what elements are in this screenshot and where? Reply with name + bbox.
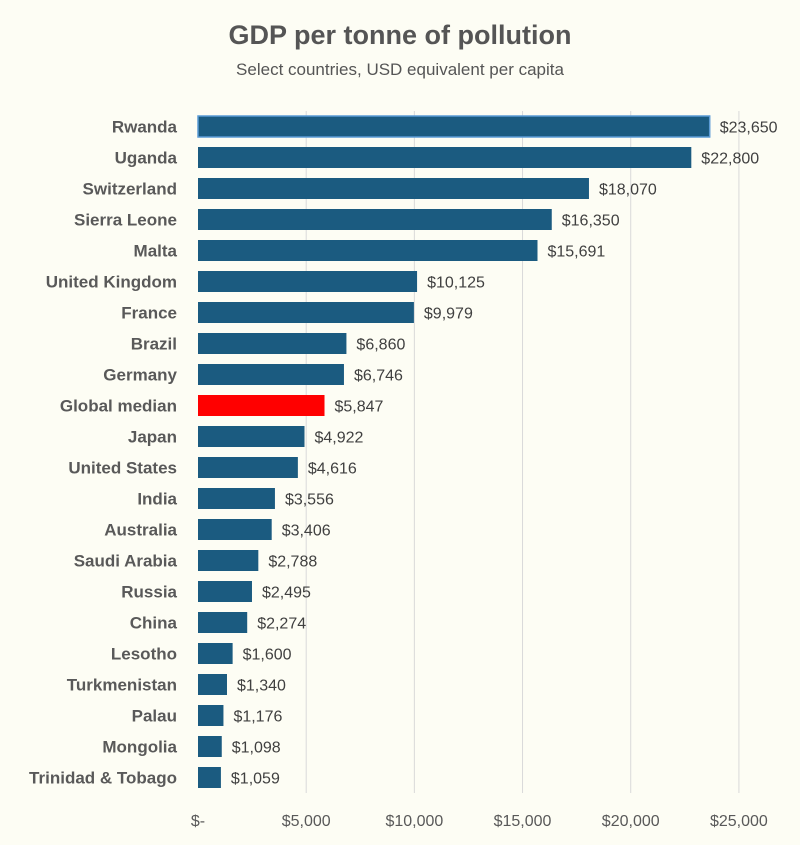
bar	[198, 364, 344, 385]
data-label: $2,274	[257, 616, 306, 633]
category-label: Russia	[121, 583, 177, 602]
data-label: $15,691	[547, 244, 605, 261]
data-label: $2,495	[262, 585, 311, 602]
x-tick-label: $10,000	[385, 813, 443, 830]
category-label: Rwanda	[112, 118, 178, 137]
category-label: Trinidad & Tobago	[29, 769, 177, 788]
bar	[198, 767, 221, 788]
bar	[198, 302, 414, 323]
bar	[198, 426, 305, 447]
category-label: China	[130, 614, 178, 633]
bar	[198, 178, 589, 199]
bar	[198, 581, 252, 602]
category-label: Switzerland	[83, 180, 177, 199]
bar	[198, 147, 692, 168]
data-label: $3,556	[285, 492, 334, 509]
category-label: United Kingdom	[46, 273, 177, 292]
bar	[198, 550, 259, 571]
chart-subtitle: Select countries, USD equivalent per cap…	[236, 60, 564, 79]
data-label: $1,176	[233, 709, 282, 726]
bar	[197, 115, 711, 138]
bar	[198, 271, 418, 292]
bar	[198, 736, 222, 757]
category-label: Turkmenistan	[67, 676, 177, 695]
category-label: Saudi Arabia	[74, 552, 178, 571]
bar	[198, 209, 552, 230]
data-label: $22,800	[701, 151, 759, 168]
bar	[198, 519, 272, 540]
data-label: $23,650	[720, 120, 778, 137]
data-label: $9,979	[424, 306, 473, 323]
x-tick-label: $5,000	[282, 813, 331, 830]
category-label: Australia	[104, 521, 177, 540]
chart-title: GDP per tonne of pollution	[228, 20, 572, 50]
bar-highlight	[198, 395, 325, 416]
data-label: $4,616	[308, 461, 357, 478]
bar	[198, 240, 538, 261]
bar	[198, 612, 248, 633]
bar	[198, 457, 298, 478]
bar	[198, 333, 347, 354]
category-label: Palau	[132, 707, 177, 726]
category-label: Mongolia	[102, 738, 177, 757]
bar	[198, 674, 227, 695]
category-label: Malta	[134, 242, 178, 261]
x-tick-label: $20,000	[602, 813, 660, 830]
data-label: $1,600	[243, 647, 292, 664]
data-label: $4,922	[314, 430, 363, 447]
category-label: France	[121, 304, 177, 323]
category-label: Brazil	[131, 335, 177, 354]
data-label: $1,340	[237, 678, 286, 695]
data-label: $16,350	[562, 213, 620, 230]
data-label: $6,860	[356, 337, 405, 354]
x-tick-label: $25,000	[710, 813, 768, 830]
bar	[198, 488, 275, 509]
category-label: United States	[68, 459, 177, 478]
data-label: $6,746	[354, 368, 403, 385]
category-label: Japan	[128, 428, 177, 447]
bar	[198, 643, 233, 664]
data-label: $1,098	[232, 740, 281, 757]
x-tick-label: $15,000	[494, 813, 552, 830]
data-label: $18,070	[599, 182, 657, 199]
category-label: Lesotho	[111, 645, 177, 664]
data-label: $10,125	[427, 275, 485, 292]
category-label: Germany	[103, 366, 177, 385]
category-label: Global median	[60, 397, 177, 416]
x-tick-label: $-	[191, 813, 205, 830]
category-label: Uganda	[115, 149, 178, 168]
category-label: India	[137, 490, 177, 509]
data-label: $5,847	[335, 399, 384, 416]
data-label: $3,406	[282, 523, 331, 540]
category-label: Sierra Leone	[74, 211, 177, 230]
bar	[198, 705, 224, 726]
data-label: $1,059	[231, 771, 280, 788]
data-label: $2,788	[268, 554, 317, 571]
